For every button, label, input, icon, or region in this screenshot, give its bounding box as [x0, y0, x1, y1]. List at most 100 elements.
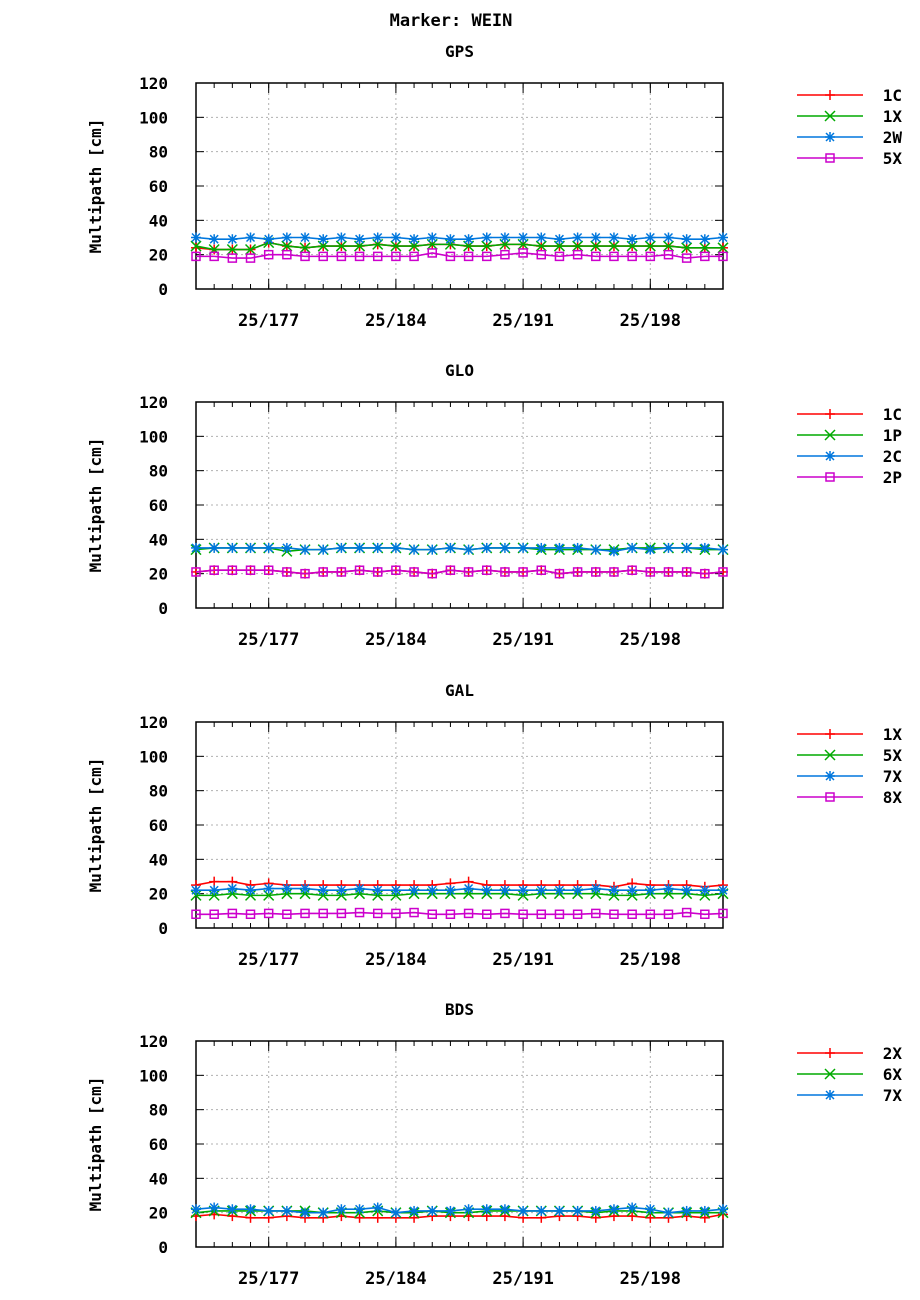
- point-marker: [336, 885, 347, 896]
- chart-gal: GAL 0 20 40 60 80 100 120 25/177 25/184 25/191 25/1…: [86, 681, 902, 970]
- point-marker: [499, 542, 510, 553]
- point-marker: [445, 885, 456, 896]
- point-marker: [572, 249, 583, 260]
- point-marker: [825, 792, 835, 802]
- y-axis-label: Multipath [cm]: [86, 758, 105, 893]
- point-marker: [517, 889, 529, 901]
- point-marker: [354, 883, 365, 894]
- legend-entry: 1X: [797, 725, 902, 744]
- legend-label: 2P: [883, 468, 902, 487]
- point-marker: [681, 253, 692, 263]
- point-marker: [427, 232, 438, 243]
- point-marker: [518, 885, 529, 896]
- point-marker: [318, 251, 328, 262]
- point-marker: [336, 542, 347, 553]
- point-marker: [445, 251, 456, 262]
- y-tick-label: 0: [158, 280, 168, 299]
- point-marker: [318, 544, 329, 555]
- point-marker: [263, 1205, 274, 1216]
- legend-entry: 5X: [797, 149, 902, 168]
- y-tick-label: 20: [149, 885, 168, 904]
- point-marker: [700, 568, 710, 579]
- point-marker: [518, 232, 529, 243]
- point-marker: [699, 542, 710, 553]
- legend-entry: 6X: [797, 1065, 902, 1084]
- point-marker: [317, 889, 329, 901]
- legend-entry: 1C: [797, 405, 902, 424]
- point-marker: [227, 253, 238, 263]
- y-tick-label: 80: [149, 782, 168, 801]
- chart-glo: GLO 0 20 40 60 80 100 120 25/177 25/184 25/191 25/1…: [86, 361, 902, 650]
- point-marker: [372, 251, 383, 262]
- legend-label: 1C: [883, 86, 902, 105]
- point-marker: [336, 251, 347, 262]
- point-marker: [372, 908, 383, 919]
- point-marker: [409, 567, 419, 577]
- point-marker: [590, 544, 601, 555]
- point-marker: [372, 542, 383, 553]
- point-marker: [718, 232, 728, 243]
- legend-entry: 1X: [797, 107, 902, 126]
- point-marker: [499, 885, 510, 896]
- x-tick-label: 25/177: [238, 950, 299, 970]
- point-marker: [663, 883, 674, 894]
- point-marker: [372, 1212, 383, 1223]
- point-marker: [409, 885, 420, 896]
- point-marker: [662, 888, 675, 900]
- y-axis-label: Multipath [cm]: [86, 438, 105, 573]
- series-line: [195, 880, 724, 888]
- point-marker: [554, 542, 565, 553]
- point-marker: [681, 1205, 692, 1216]
- series-2p: [191, 565, 728, 579]
- point-marker: [681, 567, 692, 577]
- point-marker: [409, 907, 419, 918]
- point-marker: [572, 542, 583, 553]
- point-marker: [518, 248, 528, 258]
- point-marker: [572, 567, 583, 577]
- point-marker: [626, 889, 638, 901]
- point-marker: [645, 251, 656, 262]
- series-line: [196, 911, 724, 916]
- point-marker: [209, 1202, 220, 1213]
- point-marker: [572, 885, 583, 896]
- point-marker: [463, 1204, 474, 1215]
- point-marker: [209, 876, 220, 887]
- point-marker: [627, 234, 638, 245]
- point-marker: [336, 232, 347, 243]
- point-marker: [718, 251, 728, 262]
- point-marker: [354, 1212, 365, 1223]
- point-marker: [190, 240, 202, 252]
- point-marker: [190, 889, 202, 901]
- point-marker: [372, 567, 383, 577]
- point-marker: [609, 567, 619, 577]
- chart-bds: BDS 0 20 40 60 80 100 120 25/177 25/184 25/191 25/1…: [86, 1000, 902, 1289]
- point-marker: [191, 542, 201, 553]
- point-marker: [608, 889, 620, 901]
- point-marker: [245, 565, 256, 575]
- series-line: [196, 252, 723, 259]
- point-marker: [718, 1204, 728, 1215]
- point-marker: [645, 885, 656, 896]
- y-tick-label: 40: [149, 530, 168, 549]
- point-marker: [518, 1205, 529, 1216]
- point-marker: [554, 568, 565, 579]
- x-tick-label: 25/184: [365, 630, 426, 650]
- legend-entry: 7X: [797, 767, 902, 786]
- x-tick-label: 25/198: [620, 950, 681, 970]
- point-marker: [627, 251, 637, 262]
- point-marker: [209, 909, 219, 920]
- point-marker: [226, 888, 238, 900]
- point-marker: [499, 232, 510, 243]
- point-marker: [463, 883, 474, 894]
- legend-label: 6X: [883, 1065, 903, 1084]
- point-marker: [590, 232, 601, 243]
- point-marker: [227, 1204, 238, 1215]
- point-marker: [318, 1207, 329, 1218]
- point-marker: [282, 567, 292, 577]
- point-marker: [482, 251, 492, 262]
- point-marker: [391, 565, 401, 575]
- point-marker: [227, 542, 238, 553]
- point-marker: [627, 565, 637, 575]
- point-marker: [825, 472, 835, 482]
